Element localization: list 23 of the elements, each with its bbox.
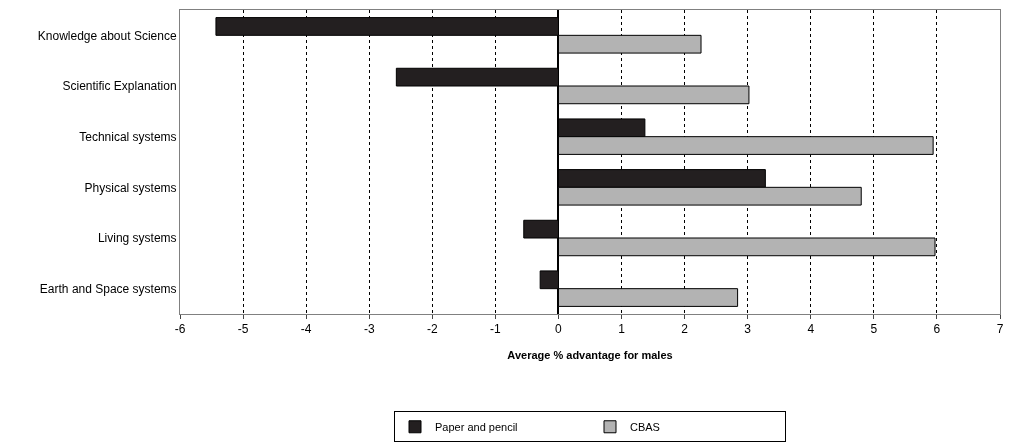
y-tick-label: Technical systems bbox=[79, 129, 177, 144]
x-tick-label: -3 bbox=[363, 322, 375, 337]
x-tick-label: -4 bbox=[300, 322, 312, 337]
x-tick-label: 4 bbox=[807, 322, 815, 337]
y-tick-label: Living systems bbox=[97, 231, 177, 246]
y-tick-label: Knowledge about Science bbox=[37, 28, 177, 43]
x-tick-label: 7 bbox=[996, 322, 1004, 337]
y-tick-label: Scientific Explanation bbox=[62, 79, 177, 94]
x-tick-label: 5 bbox=[870, 322, 878, 337]
legend-label: CBAS bbox=[630, 421, 660, 434]
x-tick-label: 0 bbox=[555, 322, 563, 337]
x-tick-label: -1 bbox=[490, 322, 502, 337]
x-tick-label: -5 bbox=[237, 322, 249, 337]
x-tick-label: -2 bbox=[426, 322, 438, 337]
x-tick-label: -6 bbox=[174, 322, 186, 337]
y-tick-label: Physical systems bbox=[84, 180, 177, 195]
x-axis-title: Average % advantage for males bbox=[507, 348, 673, 361]
x-tick-label: 3 bbox=[744, 322, 752, 337]
legend-label: Paper and pencil bbox=[435, 421, 518, 434]
x-tick-label: 2 bbox=[681, 322, 689, 337]
x-tick-label: 6 bbox=[933, 322, 941, 337]
x-tick-label: 1 bbox=[618, 322, 626, 337]
y-tick-label: Earth and Space systems bbox=[39, 281, 177, 296]
